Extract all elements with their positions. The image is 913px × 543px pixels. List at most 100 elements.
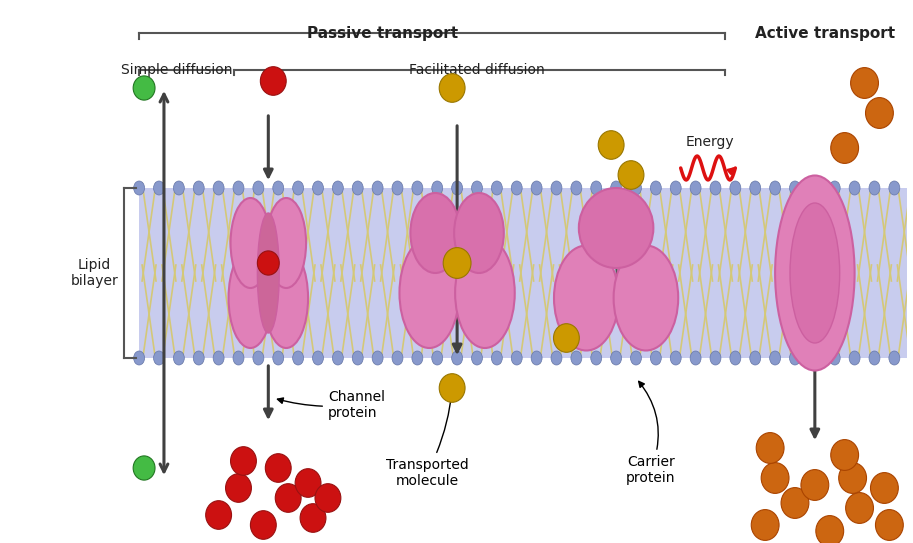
Ellipse shape [710, 351, 721, 365]
Ellipse shape [352, 351, 363, 365]
Ellipse shape [439, 74, 465, 102]
Ellipse shape [266, 454, 291, 482]
Ellipse shape [253, 351, 264, 365]
Ellipse shape [250, 511, 277, 539]
Ellipse shape [849, 181, 860, 195]
Ellipse shape [751, 509, 779, 540]
Ellipse shape [153, 351, 164, 365]
Ellipse shape [392, 181, 403, 195]
Ellipse shape [831, 440, 858, 470]
Text: Simple diffusion: Simple diffusion [121, 63, 233, 77]
Ellipse shape [257, 213, 279, 333]
Ellipse shape [293, 181, 304, 195]
Ellipse shape [173, 351, 184, 365]
Ellipse shape [554, 245, 619, 350]
Ellipse shape [831, 132, 858, 163]
Ellipse shape [781, 488, 809, 519]
Ellipse shape [273, 181, 284, 195]
Ellipse shape [690, 351, 701, 365]
Ellipse shape [591, 351, 602, 365]
Ellipse shape [260, 67, 286, 96]
Ellipse shape [551, 181, 561, 195]
Text: Facilitated diffusion: Facilitated diffusion [409, 63, 545, 77]
Ellipse shape [491, 181, 502, 195]
Ellipse shape [670, 181, 681, 195]
Ellipse shape [452, 181, 463, 195]
Ellipse shape [194, 181, 205, 195]
Ellipse shape [614, 245, 678, 350]
Ellipse shape [775, 175, 855, 370]
Ellipse shape [845, 493, 874, 523]
Text: Active transport: Active transport [755, 26, 895, 41]
Ellipse shape [756, 433, 784, 463]
Ellipse shape [392, 351, 403, 365]
Ellipse shape [194, 351, 205, 365]
Ellipse shape [173, 181, 184, 195]
Ellipse shape [231, 198, 270, 288]
Ellipse shape [312, 351, 323, 365]
Ellipse shape [551, 351, 561, 365]
Ellipse shape [690, 181, 701, 195]
Ellipse shape [213, 351, 224, 365]
Ellipse shape [257, 251, 279, 275]
Ellipse shape [454, 193, 504, 273]
Ellipse shape [908, 351, 913, 365]
Ellipse shape [729, 351, 740, 365]
Ellipse shape [373, 351, 383, 365]
Ellipse shape [750, 181, 761, 195]
Ellipse shape [455, 238, 515, 348]
Ellipse shape [411, 193, 460, 273]
Ellipse shape [443, 248, 471, 279]
Ellipse shape [670, 351, 681, 365]
Ellipse shape [770, 351, 781, 365]
Ellipse shape [511, 181, 522, 195]
Ellipse shape [611, 351, 622, 365]
Ellipse shape [908, 181, 913, 195]
Text: Lipid
bilayer: Lipid bilayer [70, 258, 119, 288]
Ellipse shape [650, 351, 661, 365]
Ellipse shape [876, 509, 903, 540]
Ellipse shape [133, 351, 144, 365]
Ellipse shape [133, 76, 155, 100]
Ellipse shape [869, 351, 880, 365]
Ellipse shape [801, 470, 829, 501]
Ellipse shape [750, 351, 761, 365]
Ellipse shape [295, 469, 321, 497]
Ellipse shape [761, 463, 789, 494]
Ellipse shape [849, 351, 860, 365]
Ellipse shape [650, 181, 661, 195]
Text: Energy: Energy [686, 135, 734, 149]
Ellipse shape [233, 181, 244, 195]
Ellipse shape [889, 181, 900, 195]
Text: Channel
protein: Channel protein [278, 390, 385, 420]
Ellipse shape [631, 181, 642, 195]
Ellipse shape [579, 188, 654, 268]
Ellipse shape [312, 181, 323, 195]
Ellipse shape [729, 181, 740, 195]
Ellipse shape [412, 351, 423, 365]
Ellipse shape [816, 516, 844, 543]
Ellipse shape [710, 181, 721, 195]
Ellipse shape [870, 472, 898, 503]
Ellipse shape [133, 181, 144, 195]
Ellipse shape [869, 181, 880, 195]
Ellipse shape [471, 181, 482, 195]
Ellipse shape [400, 238, 459, 348]
Ellipse shape [829, 351, 840, 365]
Ellipse shape [531, 181, 542, 195]
Ellipse shape [233, 351, 244, 365]
Ellipse shape [618, 161, 644, 190]
Ellipse shape [839, 463, 866, 494]
Ellipse shape [491, 351, 502, 365]
Ellipse shape [226, 473, 251, 502]
Ellipse shape [829, 181, 840, 195]
Ellipse shape [228, 248, 272, 348]
Text: Passive transport: Passive transport [307, 26, 458, 41]
Ellipse shape [591, 181, 602, 195]
Ellipse shape [611, 181, 622, 195]
Text: Carrier
protein: Carrier protein [626, 381, 676, 485]
Ellipse shape [373, 181, 383, 195]
Ellipse shape [511, 351, 522, 365]
Ellipse shape [790, 203, 840, 343]
Ellipse shape [412, 181, 423, 195]
